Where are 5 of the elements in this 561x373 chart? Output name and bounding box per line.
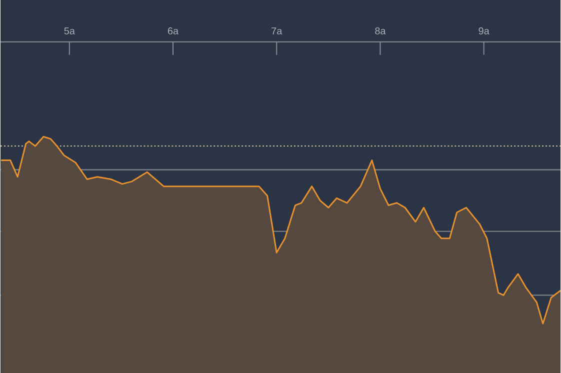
- x-tick-label: 8a: [375, 27, 386, 34]
- x-tick-label: 5a: [64, 27, 75, 34]
- x-tick-label: 6a: [168, 27, 179, 34]
- x-tick-label: 9a: [478, 27, 490, 34]
- x-tick-label: 7a: [272, 27, 282, 34]
